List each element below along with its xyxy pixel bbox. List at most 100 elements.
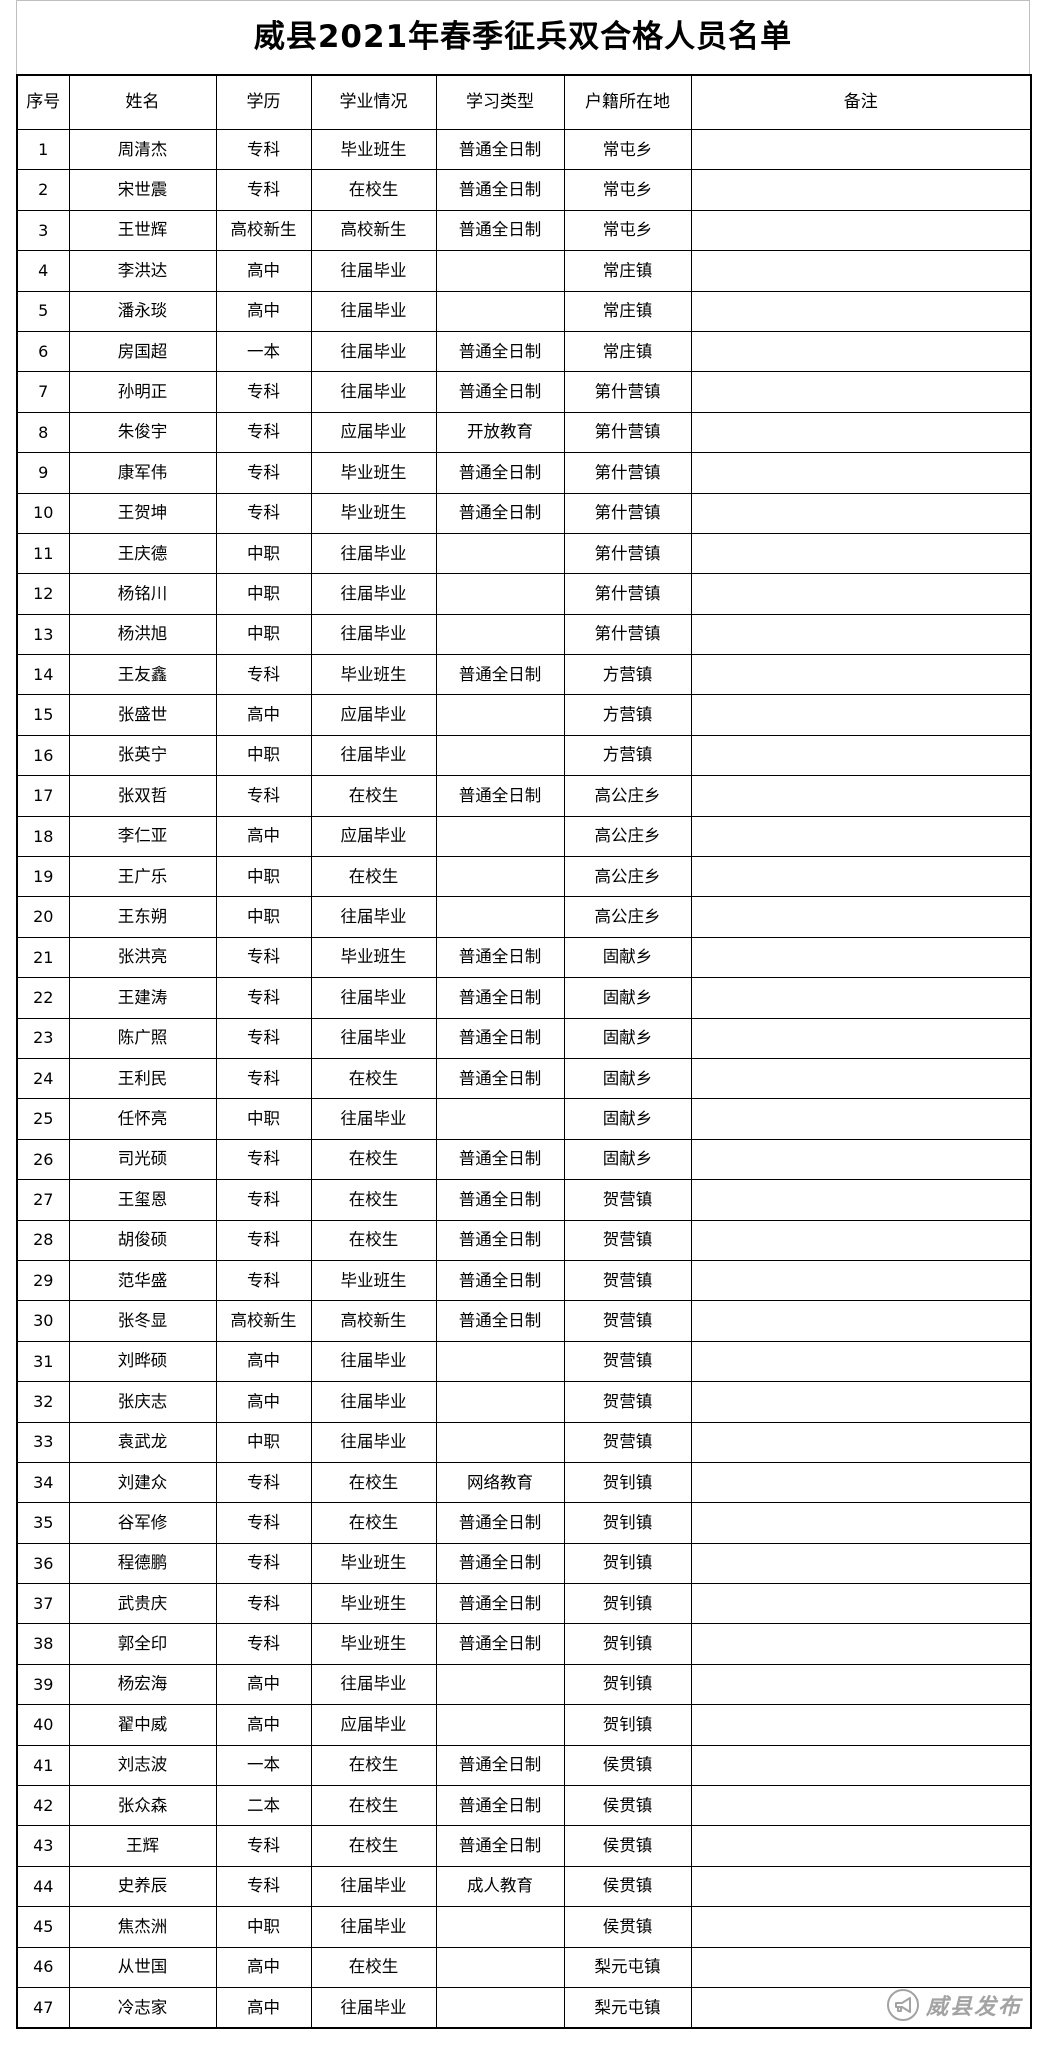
table-row: 28 胡俊硕 专科 在校生 普通全日制 贺营镇: [16, 1219, 1032, 1261]
cell-remarks: [690, 896, 1032, 938]
cell-status: 往届毕业: [310, 1906, 437, 1948]
cell-status: 往届毕业: [310, 1865, 437, 1908]
cell-education: 专科: [215, 1057, 312, 1100]
cell-residence: 方营镇: [563, 734, 692, 777]
cell-index: 31: [16, 1340, 70, 1383]
cell-education: 专科: [215, 411, 312, 454]
cell-index: 22: [16, 977, 70, 1019]
cell-name: 孙明正: [68, 371, 217, 413]
cell-name: 张众森: [68, 1785, 217, 1827]
cell-study-type: 普通全日制: [435, 1623, 565, 1665]
cell-index: 40: [16, 1704, 70, 1746]
table-row: 31 刘晔硕 高中 往届毕业 贺营镇: [16, 1340, 1032, 1383]
cell-residence: 侯贯镇: [563, 1865, 692, 1908]
cell-residence: 固献乡: [563, 1138, 692, 1181]
table-row: 30 张冬显 高校新生 高校新生 普通全日制 贺营镇: [16, 1300, 1032, 1342]
table-row: 6 房国超 一本 往届毕业 普通全日制 常庄镇: [16, 330, 1032, 373]
cell-remarks: [690, 169, 1032, 211]
cell-residence: 方营镇: [563, 654, 692, 696]
cell-name: 胡俊硕: [68, 1219, 217, 1261]
cell-study-type: 普通全日制: [435, 371, 565, 413]
cell-index: 1: [16, 128, 70, 171]
cell-education: 中职: [215, 573, 312, 615]
cell-index: 3: [16, 209, 70, 252]
cell-study-type: [435, 896, 565, 938]
table-row: 35 谷军修 专科 在校生 普通全日制 贺钊镇: [16, 1502, 1032, 1544]
cell-education: 专科: [215, 1179, 312, 1221]
cell-remarks: [690, 1340, 1032, 1383]
cell-education: 专科: [215, 977, 312, 1019]
cell-residence: 贺钊镇: [563, 1623, 692, 1665]
cell-remarks: [690, 1946, 1032, 1988]
cell-index: 24: [16, 1057, 70, 1100]
cell-study-type: [435, 1098, 565, 1140]
cell-status: 往届毕业: [310, 1017, 437, 1059]
cell-remarks: [690, 1098, 1032, 1140]
cell-name: 李仁亚: [68, 815, 217, 858]
cell-remarks: [690, 1825, 1032, 1867]
cell-residence: 第什营镇: [563, 532, 692, 575]
cell-study-type: 普通全日制: [435, 209, 565, 252]
cell-name: 潘永琰: [68, 290, 217, 332]
cell-index: 5: [16, 290, 70, 332]
cell-education: 高中: [215, 694, 312, 736]
cell-residence: 常庄镇: [563, 330, 692, 373]
cell-index: 17: [16, 775, 70, 817]
cell-remarks: [690, 654, 1032, 696]
cell-education: 专科: [215, 775, 312, 817]
cell-study-type: 普通全日制: [435, 1057, 565, 1100]
table-row: 42 张众森 二本 在校生 普通全日制 侯贯镇: [16, 1785, 1032, 1827]
cell-education: 专科: [215, 492, 312, 534]
cell-name: 张盛世: [68, 694, 217, 736]
table-row: 33 袁武龙 中职 往届毕业 贺营镇: [16, 1421, 1032, 1463]
cell-education: 专科: [215, 1865, 312, 1908]
cell-remarks: [690, 1744, 1032, 1787]
cell-remarks: [690, 815, 1032, 858]
column-header-name: 姓名: [68, 74, 217, 130]
cell-name: 武贵庆: [68, 1583, 217, 1625]
table-row: 29 范华盛 专科 毕业班生 普通全日制 贺营镇: [16, 1259, 1032, 1302]
cell-index: 29: [16, 1259, 70, 1302]
cell-residence: 贺营镇: [563, 1381, 692, 1423]
cell-study-type: [435, 1704, 565, 1746]
cell-index: 39: [16, 1663, 70, 1706]
cell-study-type: 普通全日制: [435, 128, 565, 171]
cell-remarks: [690, 1583, 1032, 1625]
cell-status: 往届毕业: [310, 330, 437, 373]
cell-education: 专科: [215, 1825, 312, 1867]
page-title: 威县2021年春季征兵双合格人员名单: [253, 19, 793, 55]
table-row: 47 冷志家 高中 往届毕业 梨元屯镇: [16, 1986, 1032, 2029]
cell-residence: 侯贯镇: [563, 1744, 692, 1787]
cell-index: 43: [16, 1825, 70, 1867]
cell-education: 中职: [215, 896, 312, 938]
cell-education: 专科: [215, 1259, 312, 1302]
cell-education: 专科: [215, 1138, 312, 1181]
cell-residence: 高公庄乡: [563, 896, 692, 938]
cell-name: 王贺坤: [68, 492, 217, 534]
cell-education: 高校新生: [215, 1300, 312, 1342]
cell-remarks: [690, 1017, 1032, 1059]
cell-name: 史养辰: [68, 1865, 217, 1908]
cell-study-type: [435, 1340, 565, 1383]
cell-study-type: [435, 290, 565, 332]
cell-study-type: 普通全日制: [435, 1259, 565, 1302]
cell-name: 范华盛: [68, 1259, 217, 1302]
cell-name: 从世国: [68, 1946, 217, 1988]
cell-name: 房国超: [68, 330, 217, 373]
cell-name: 周清杰: [68, 128, 217, 171]
cell-residence: 第什营镇: [563, 573, 692, 615]
cell-study-type: [435, 694, 565, 736]
cell-name: 司光硕: [68, 1138, 217, 1181]
cell-residence: 梨元屯镇: [563, 1946, 692, 1988]
cell-status: 往届毕业: [310, 1381, 437, 1423]
cell-name: 陈广照: [68, 1017, 217, 1059]
cell-remarks: [690, 1663, 1032, 1706]
column-header-residence: 户籍所在地: [563, 74, 692, 130]
cell-residence: 第什营镇: [563, 613, 692, 656]
cell-name: 刘建众: [68, 1461, 217, 1504]
cell-name: 张冬显: [68, 1300, 217, 1342]
cell-study-type: 普通全日制: [435, 1744, 565, 1787]
cell-remarks: [690, 1502, 1032, 1544]
cell-residence: 侯贯镇: [563, 1785, 692, 1827]
cell-index: 26: [16, 1138, 70, 1181]
